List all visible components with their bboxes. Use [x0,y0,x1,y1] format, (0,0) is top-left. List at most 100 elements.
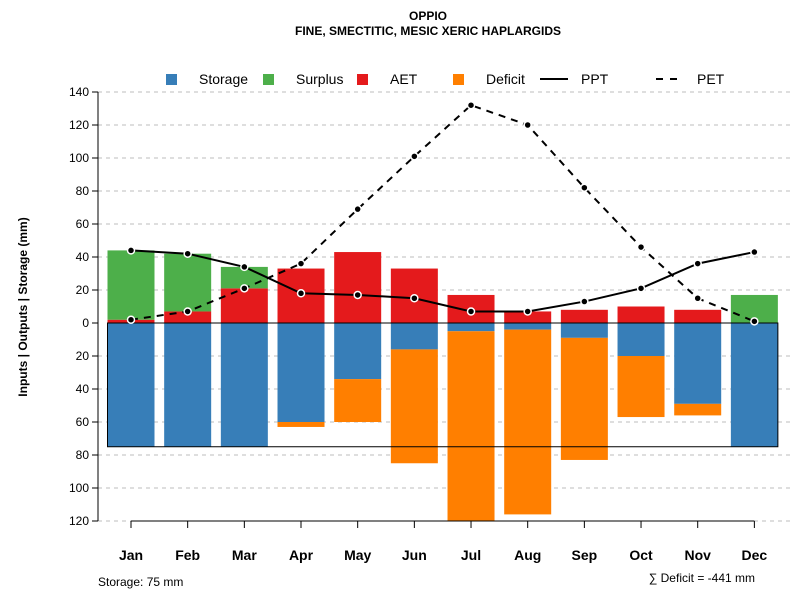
bar-storage [107,323,155,447]
chart-title: OPPIO [409,9,447,23]
bars [107,250,778,521]
ppt-point [580,297,589,306]
legend-label-pet: PET [697,71,725,87]
storage-note: Storage: 75 mm [98,575,183,589]
y-tick-label: 20 [76,349,90,363]
legend-label-ppt: PPT [581,71,609,87]
y-tick-label: 20 [76,283,90,297]
bar-storage [617,323,665,356]
pet-point [466,100,476,110]
x-tick-label: Mar [232,547,257,563]
bar-storage [334,323,382,380]
bar-aet [674,309,722,323]
bar-surplus [107,250,155,320]
legend-swatch-surplus [263,74,274,85]
storage-frame [107,322,779,448]
bar-storage [164,323,212,447]
bar-surplus [164,253,212,312]
bar-storage [674,323,722,404]
bar-aet [504,311,552,323]
x-tick-label: Jun [402,547,427,563]
pet-point [296,259,306,268]
pet-point [580,183,589,192]
legend-label-deficit: Deficit [486,71,525,87]
bar-deficit [504,329,552,515]
ppt-point [466,307,476,316]
ppt-point [636,284,646,293]
x-tick-label: May [344,547,371,563]
bar-deficit [560,337,608,460]
chart-subtitle: FINE, SMECTITIC, MESIC XERIC HAPLARGIDS [295,24,561,38]
bar-aet [560,309,608,323]
ppt-point [750,247,759,257]
x-tick-label: Dec [742,547,768,563]
x-tick-label: Jan [119,547,143,563]
y-tick-label: 40 [76,382,90,396]
ppt-point [296,289,306,298]
y-tick-label: 140 [69,85,89,99]
ppt-line [130,249,755,313]
bar-storage [390,323,438,350]
y-tick-label: 80 [76,448,90,462]
pet-point [750,317,759,326]
pet-line [130,104,755,323]
y-tick-label: 80 [76,184,90,198]
legend: Storage Surplus AET Deficit PPT PET [166,71,725,87]
bar-aet [617,306,665,323]
bar-aet [334,252,382,323]
bar-storage [730,323,778,447]
x-tick-label: Sep [572,547,598,563]
y-tick-label: 40 [76,250,90,264]
x-tick-label: Nov [684,547,711,563]
legend-label-surplus: Surplus [296,71,343,87]
pet-point [523,120,532,130]
legend-label-storage: Storage [199,71,248,87]
bar-deficit [447,331,495,521]
legend-swatch-aet [357,74,368,85]
legend-swatch-deficit [453,74,464,85]
bar-aet [220,288,268,323]
bar-deficit [277,422,325,427]
bar-storage [504,323,552,330]
x-axis: Jan Feb Mar Apr May Jun Jul Aug Sep Oct Nov Dec [119,520,768,563]
ppt-point [240,262,249,272]
y-tick-label: 60 [76,217,90,231]
legend-label-aet: AET [390,71,418,87]
bar-storage [220,323,268,447]
pet-point [410,152,419,161]
y-tick-label: 100 [69,481,89,495]
ppt-point [693,259,702,268]
y-tick-label: 0 [82,316,89,330]
bar-deficit [617,356,665,418]
x-tick-label: Feb [175,547,200,563]
y-tick-label: 100 [69,151,89,165]
pet-point [636,242,646,252]
x-tick-label: Aug [514,547,541,563]
x-tick-label: Oct [629,547,653,563]
ppt-point [523,307,532,316]
y-tick-label: 120 [69,118,89,132]
y-tick-label: 60 [76,415,90,429]
ppt-point [183,249,192,258]
pet-point [240,284,249,293]
bar-aet [164,311,212,323]
bar-deficit [674,403,722,416]
pet-point [126,315,136,324]
y-axis-label: Inputs | Outputs | Storage (mm) [16,217,30,396]
bar-storage [277,323,325,422]
x-tick-label: Jul [461,547,481,563]
pet-point [353,204,362,214]
pet-point [183,307,192,316]
bar-storage [447,323,495,332]
legend-swatch-storage [166,74,177,85]
x-tick-label: Apr [289,547,314,563]
ppt-point [410,294,419,303]
bar-storage [560,323,608,338]
storage-capacity-box [107,322,779,448]
y-axis: 140 120 100 80 60 40 20 0 20 40 60 80 100 120 [69,85,99,528]
ppt-point [353,290,362,300]
series-lines [126,100,759,326]
bar-deficit [334,379,382,422]
bar-deficit [390,349,438,464]
